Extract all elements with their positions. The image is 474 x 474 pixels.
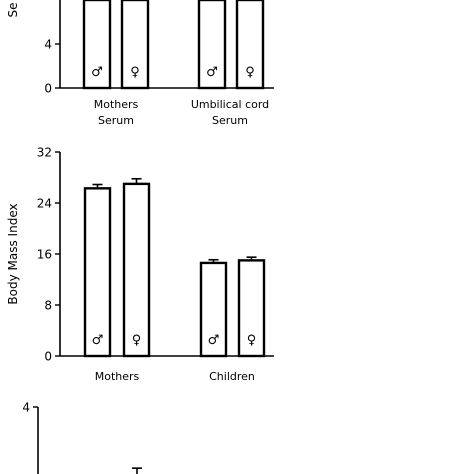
panel-bottom-partial: 4 <box>22 401 142 474</box>
category-label: Mothers <box>94 98 139 111</box>
category-label: Children <box>209 370 255 383</box>
y-tick-label: 0 <box>44 350 52 364</box>
category-label: Serum <box>212 114 248 127</box>
bar-mothers-male <box>82 0 112 90</box>
y-tick-label: 4 <box>22 401 30 415</box>
y-tick-label: 4 <box>44 38 52 52</box>
female-symbol: ♀ <box>132 333 142 348</box>
category-label: Umbilical cord <box>191 98 269 111</box>
female-symbol: ♀ <box>130 65 140 80</box>
male-symbol: ♂ <box>208 333 220 348</box>
male-symbol: ♂ <box>92 333 104 348</box>
female-symbol: ♀ <box>247 333 257 348</box>
bar-umbilical-cord-male <box>197 0 227 90</box>
category-label: Mothers <box>95 370 140 383</box>
bar-umbilical-cord-female <box>235 0 265 90</box>
category-label: Serum <box>98 114 134 127</box>
male-symbol: ♂ <box>206 65 218 80</box>
panel-selenium-serum: Se 0 4 ♂ ♀ Mothers Serum ♂ ♀ Umbilical cord Serum <box>6 0 274 127</box>
y-tick-label: 24 <box>37 197 52 211</box>
bar-mothers-female <box>122 182 151 358</box>
y-axis-title: Se <box>6 3 20 18</box>
panel-body-mass-index: Body Mass Index 0 8 16 24 32 ♂ ♀ Mothers ♂ ♀ Childr… <box>6 146 274 383</box>
bar-mothers-female <box>120 0 150 90</box>
y-tick-label: 0 <box>44 82 52 96</box>
male-symbol: ♂ <box>91 65 103 80</box>
y-tick-label: 8 <box>44 299 52 313</box>
y-tick-label: 32 <box>37 146 52 160</box>
y-tick-label: 16 <box>37 248 52 262</box>
female-symbol: ♀ <box>245 65 255 80</box>
bar-mothers-male <box>83 187 112 358</box>
y-axis-title: Body Mass Index <box>6 203 20 304</box>
